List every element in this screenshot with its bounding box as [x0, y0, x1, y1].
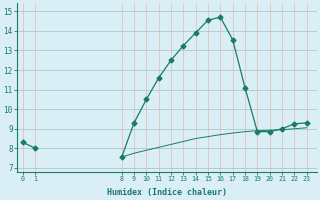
X-axis label: Humidex (Indice chaleur): Humidex (Indice chaleur)	[107, 188, 227, 197]
